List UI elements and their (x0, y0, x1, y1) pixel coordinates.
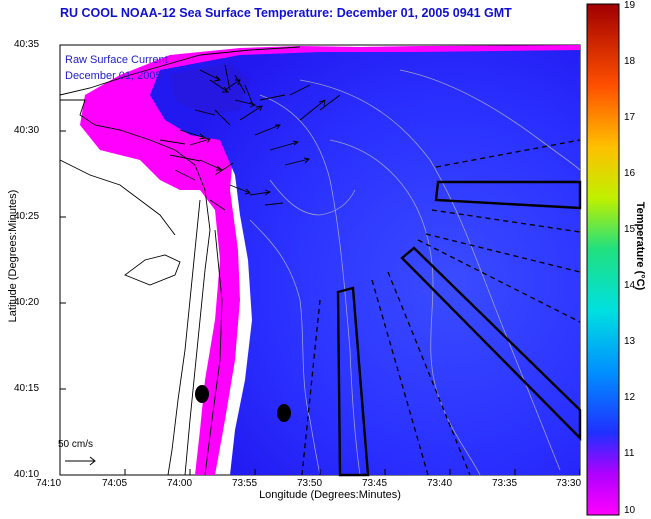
buoy-marker (195, 385, 209, 403)
sampling-zones (336, 180, 582, 477)
x-tick-label: 74:05 (102, 478, 128, 489)
ocean-region (150, 50, 580, 475)
x-tick-label: 73:50 (297, 478, 323, 489)
colorbar-tick: 11 (624, 448, 635, 459)
y-tick-label: 40:35 (14, 39, 40, 50)
x-tick-label: 73:55 (232, 478, 258, 489)
x-tick-label: 73:35 (492, 478, 518, 489)
legend-line-2: December 01, 2005 (65, 70, 162, 82)
x-tick-label: 74:00 (167, 478, 193, 489)
y-tick-label: 40:10 (14, 469, 40, 480)
legend-line-1: Raw Surface Current (65, 54, 168, 66)
dashed-rays (301, 139, 581, 476)
bay-patch (170, 62, 250, 115)
map-title: RU COOL NOAA-12 Sea Surface Temperature:… (60, 6, 512, 20)
colorbar (586, 3, 620, 516)
x-tick-label: 73:40 (427, 478, 453, 489)
colorbar-tick: 15 (624, 224, 636, 235)
cold-water-band (80, 45, 580, 475)
buoy-marker (277, 404, 291, 422)
colorbar-tick: 16 (624, 168, 636, 179)
x-tick-label: 74:10 (36, 478, 62, 489)
colorbar-title: Temperature (°C) (634, 201, 646, 291)
colorbar-tick: 14 (624, 280, 636, 291)
current-vectors (159, 64, 341, 211)
axis-ticks (59, 44, 581, 476)
x-tick-label: 73:45 (362, 478, 388, 489)
colorbar-tick: 12 (624, 392, 636, 403)
y-tick-label: 40:25 (14, 211, 40, 222)
colorbar-tick: 17 (624, 112, 636, 123)
scale-label: 50 cm/s (58, 439, 94, 450)
scale-arrow (65, 456, 96, 466)
coastline (59, 46, 301, 476)
bathymetry-contours (249, 69, 581, 476)
x-axis-label: Longitude (Degrees:Minutes) (259, 489, 401, 501)
y-axis-label: Latitude (Degrees:Minutes) (7, 189, 19, 323)
y-tick-label: 40:30 (14, 125, 40, 136)
y-tick-label: 40:15 (14, 383, 40, 394)
colorbar-tick: 19 (624, 0, 636, 11)
x-tick-label: 73:30 (556, 478, 582, 489)
colorbar-tick: 13 (624, 336, 636, 347)
colorbar-tick: 18 (624, 56, 636, 67)
colorbar-tick: 10 (624, 505, 636, 516)
y-tick-label: 40:20 (14, 297, 40, 308)
